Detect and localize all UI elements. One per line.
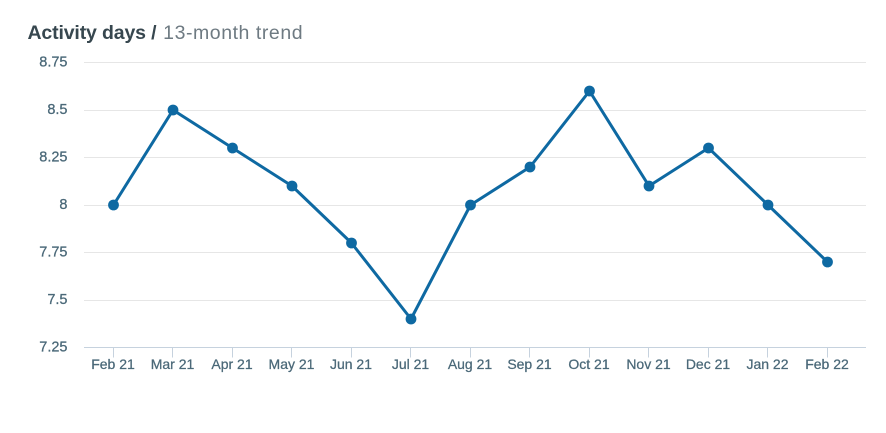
svg-text:May 21: May 21	[269, 356, 315, 372]
svg-text:Dec 21: Dec 21	[686, 356, 731, 372]
svg-text:Feb 22: Feb 22	[805, 356, 849, 372]
svg-text:Feb 21: Feb 21	[91, 356, 135, 372]
svg-text:Sep 21: Sep 21	[507, 356, 552, 372]
svg-text:Aug 21: Aug 21	[448, 356, 493, 372]
svg-text:Activity days / 13-month trend: Activity days / 13-month trend	[28, 22, 304, 44]
svg-text:8: 8	[59, 197, 67, 213]
svg-text:8.25: 8.25	[39, 150, 67, 166]
svg-text:Apr 21: Apr 21	[211, 356, 252, 372]
svg-text:7.75: 7.75	[39, 245, 67, 261]
svg-text:Jul 21: Jul 21	[392, 356, 430, 372]
svg-text:7.5: 7.5	[47, 292, 67, 308]
svg-text:Jun 21: Jun 21	[330, 356, 372, 372]
svg-text:Jan 22: Jan 22	[746, 356, 788, 372]
svg-text:7.25: 7.25	[39, 340, 67, 356]
svg-text:8.5: 8.5	[47, 102, 67, 118]
svg-text:Nov 21: Nov 21	[626, 356, 671, 372]
svg-text:8.75: 8.75	[39, 55, 67, 71]
svg-text:Mar 21: Mar 21	[151, 356, 195, 372]
svg-text:Oct 21: Oct 21	[568, 356, 609, 372]
